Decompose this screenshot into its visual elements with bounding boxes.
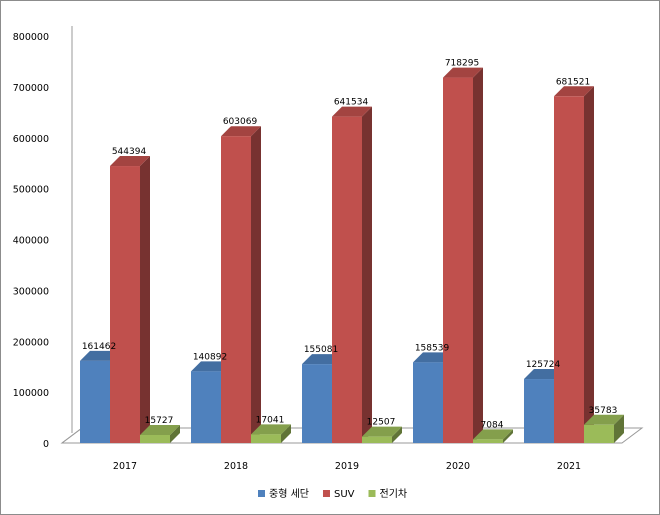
data-label: 681521 — [556, 77, 590, 87]
bar-side — [251, 126, 261, 443]
y-tick-label: 0 — [43, 439, 49, 450]
bar-front — [302, 364, 332, 443]
data-label: 544394 — [112, 147, 147, 157]
bar-top — [473, 429, 513, 440]
bar-side — [281, 424, 291, 443]
data-label: 718295 — [445, 59, 479, 69]
bars — [80, 67, 624, 444]
bar-front — [251, 434, 281, 443]
data-labels: 161462 544394 15727 140892 603069 17041 155081… — [82, 59, 618, 431]
bar-front — [443, 77, 473, 444]
bar-top — [251, 424, 291, 435]
data-label: 161462 — [82, 342, 116, 352]
bar-side — [614, 414, 624, 443]
bar-top — [362, 426, 402, 437]
x-tick-label: 2017 — [113, 461, 137, 472]
bar-side — [503, 429, 513, 443]
bar — [443, 67, 483, 444]
bar-front — [110, 166, 140, 443]
y-tick-label: 600000 — [13, 134, 49, 145]
bar — [554, 86, 594, 444]
bar-front — [413, 362, 443, 443]
data-label: 125724 — [526, 360, 561, 370]
legend-item: 중형 세단 — [258, 488, 309, 500]
bar-side — [584, 86, 594, 444]
data-label: 35783 — [589, 406, 618, 416]
bar — [362, 426, 402, 443]
bar-front — [524, 379, 554, 443]
x-tick-label: 2018 — [224, 461, 248, 472]
y-tick-label: 500000 — [13, 185, 49, 196]
bar-front — [221, 136, 251, 443]
x-tick-label: 2019 — [335, 461, 359, 472]
data-label: 603069 — [223, 117, 258, 127]
y-tick-label: 800000 — [13, 32, 49, 43]
legend-label: 중형 세단 — [269, 488, 309, 500]
data-label: 12507 — [367, 418, 396, 428]
bar-side — [170, 424, 180, 443]
bar-top — [554, 86, 594, 97]
y-tick-label: 100000 — [13, 388, 49, 399]
legend-item: 전기차 — [368, 488, 408, 500]
legend-swatch — [368, 490, 376, 497]
data-label: 140892 — [193, 352, 227, 362]
bar-side — [392, 426, 402, 443]
bar — [140, 424, 180, 443]
bar-front — [140, 434, 170, 443]
bar — [473, 429, 513, 443]
bar-top — [443, 67, 483, 78]
bar-front — [80, 360, 110, 443]
bar — [221, 126, 261, 443]
data-label: 7084 — [481, 420, 504, 430]
bar — [332, 106, 372, 444]
bar — [110, 156, 150, 443]
data-label: 155081 — [304, 345, 338, 355]
bar-side — [362, 106, 372, 444]
legend-swatch — [258, 490, 265, 497]
bar-top — [140, 424, 180, 435]
bar-front — [362, 436, 392, 443]
bar — [584, 414, 624, 443]
bar-top — [584, 414, 624, 425]
data-label: 15727 — [145, 416, 174, 426]
bar-front — [584, 424, 614, 443]
bar-front — [554, 96, 584, 444]
data-label: 17041 — [256, 415, 285, 425]
x-tick-label: 2021 — [557, 461, 581, 472]
legend: 중형 세단 SUV 전기차 — [258, 488, 407, 500]
bar-top — [332, 106, 372, 117]
y-tick-label: 300000 — [13, 286, 49, 297]
bar — [251, 424, 291, 443]
x-tick-labels: 2017 2018 2019 2020 2021 — [113, 461, 581, 472]
legend-label: SUV — [334, 489, 355, 500]
legend-label: 전기차 — [380, 488, 408, 500]
y-tick-label: 400000 — [13, 236, 49, 247]
data-label: 641534 — [334, 98, 369, 108]
bar-side — [473, 67, 483, 444]
bar-front — [473, 439, 503, 443]
y-tick-label: 200000 — [13, 337, 49, 348]
y-tick-labels: 0 100000 200000 300000 400000 500000 600000 700… — [13, 32, 49, 450]
data-label: 158539 — [415, 343, 450, 353]
floor-edge — [61, 427, 83, 444]
bar-front — [191, 371, 221, 443]
bar-side — [140, 156, 150, 443]
y-tick-label: 700000 — [13, 83, 49, 94]
legend-item: SUV — [322, 489, 355, 500]
x-tick-label: 2020 — [446, 461, 470, 472]
legend-swatch — [322, 490, 330, 497]
bar-top — [221, 126, 261, 137]
bar-front — [332, 116, 362, 444]
bar-top — [110, 156, 150, 167]
